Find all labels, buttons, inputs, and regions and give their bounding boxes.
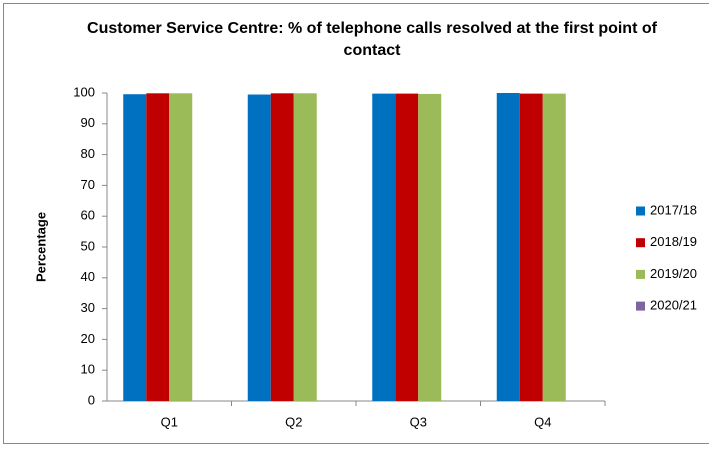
y-tick-label: 60 xyxy=(81,208,95,223)
y-tick-label: 0 xyxy=(88,392,95,407)
bar xyxy=(146,93,170,402)
y-tick-label: 40 xyxy=(81,269,95,284)
y-tick-label: 100 xyxy=(73,84,95,99)
y-tick-label: 20 xyxy=(81,331,95,346)
y-tick-label: 30 xyxy=(81,300,95,315)
bar xyxy=(270,93,294,402)
chart-frame xyxy=(3,3,709,444)
title-box: Customer Service Centre: % of telephone … xyxy=(87,20,657,59)
bar xyxy=(169,93,193,402)
x-tick-label: Q1 xyxy=(161,414,178,429)
bar xyxy=(247,94,271,401)
bar xyxy=(542,93,566,401)
x-tick-label: Q4 xyxy=(534,414,551,429)
x-tick-label: Q3 xyxy=(410,414,427,429)
bar xyxy=(372,93,396,401)
legend-swatch xyxy=(636,269,645,279)
bar xyxy=(418,93,442,401)
bar xyxy=(519,93,543,401)
legend-swatch xyxy=(636,301,645,311)
legend-label: 2019/20 xyxy=(650,266,697,281)
x-tick-label: Q2 xyxy=(285,414,302,429)
legend-label: 2020/21 xyxy=(650,298,697,313)
legend-swatch xyxy=(636,238,645,248)
bar xyxy=(123,94,147,402)
y-tick-label: 10 xyxy=(81,362,95,377)
legend-label: 2017/18 xyxy=(650,202,697,217)
y-tick-label: 50 xyxy=(81,238,95,253)
chart-title: Customer Service Centre: % of telephone … xyxy=(87,20,657,59)
bar xyxy=(395,93,419,401)
y-tick-label: 70 xyxy=(81,177,95,192)
bar xyxy=(293,93,317,402)
y-axis-label: Percentage xyxy=(33,212,48,282)
legend-swatch xyxy=(636,206,645,216)
y-tick-label: 80 xyxy=(81,146,95,161)
legend-label: 2018/19 xyxy=(650,234,697,249)
y-tick-label: 90 xyxy=(81,115,95,130)
bar xyxy=(496,93,520,401)
